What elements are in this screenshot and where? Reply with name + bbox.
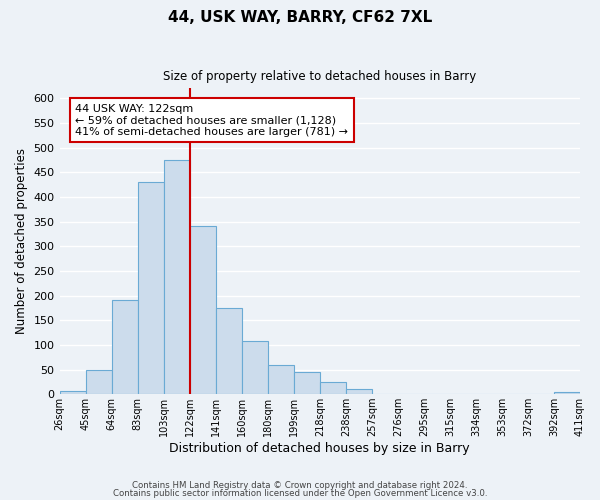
Bar (268, 364, 294, 394)
Bar (190, 226, 215, 394)
Title: Size of property relative to detached houses in Barry: Size of property relative to detached ho… (163, 70, 476, 83)
Bar (59, 390, 86, 394)
Text: Contains HM Land Registry data © Crown copyright and database right 2024.: Contains HM Land Registry data © Crown c… (132, 481, 468, 490)
Y-axis label: Number of detached properties: Number of detached properties (15, 148, 28, 334)
Bar (242, 341, 268, 394)
X-axis label: Distribution of detached houses by size in Barry: Distribution of detached houses by size … (169, 442, 470, 455)
Bar (294, 372, 320, 394)
Bar (215, 308, 242, 394)
Bar (164, 160, 190, 394)
Bar (554, 392, 580, 394)
Bar (320, 382, 346, 394)
Text: 44, USK WAY, BARRY, CF62 7XL: 44, USK WAY, BARRY, CF62 7XL (168, 10, 432, 25)
Text: 44 USK WAY: 122sqm
← 59% of detached houses are smaller (1,128)
41% of semi-deta: 44 USK WAY: 122sqm ← 59% of detached hou… (75, 104, 348, 137)
Bar (86, 370, 112, 394)
Bar (346, 389, 372, 394)
Text: Contains public sector information licensed under the Open Government Licence v3: Contains public sector information licen… (113, 488, 487, 498)
Bar (137, 182, 164, 394)
Bar (112, 300, 137, 394)
